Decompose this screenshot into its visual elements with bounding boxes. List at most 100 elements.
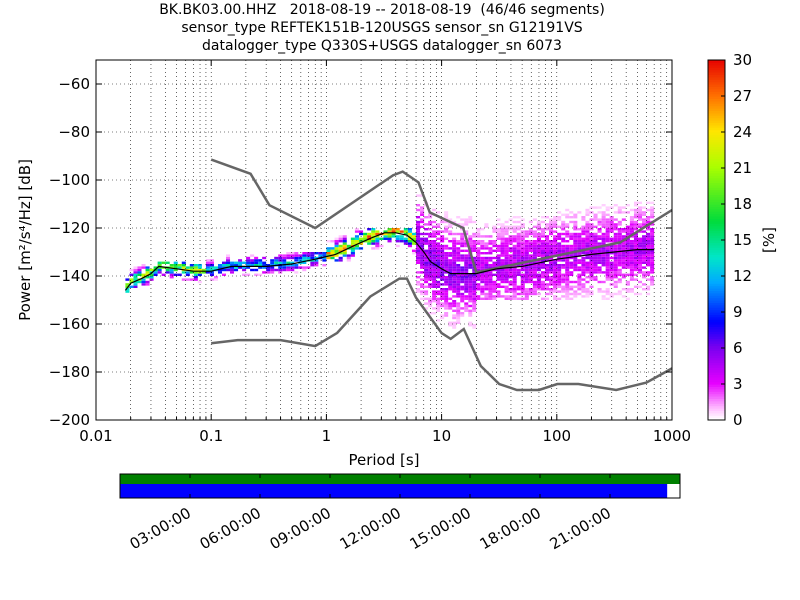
psd-density-cell (605, 273, 610, 276)
psd-density-cell (597, 223, 602, 226)
psd-density-cell (536, 244, 541, 248)
psd-density-cell (464, 268, 469, 272)
colorbar-segment (708, 271, 725, 275)
psd-density-cell (492, 297, 497, 300)
psd-density-cell (250, 268, 255, 272)
colorbar-segment (708, 129, 725, 133)
psd-density-cell (456, 295, 461, 298)
psd-density-cell (379, 237, 384, 240)
psd-density-cell (217, 264, 222, 267)
colorbar-segment (708, 396, 725, 399)
psd-density-cell (290, 252, 295, 255)
psd-density-cell (262, 261, 267, 264)
psd-density-cell (585, 240, 590, 243)
psd-density-cell (601, 237, 606, 240)
psd-density-cell (452, 314, 457, 317)
colorbar-segment (708, 81, 725, 85)
colorbar-segment (708, 405, 725, 409)
psd-density-cell (512, 285, 517, 288)
psd-density-cell (420, 242, 425, 245)
psd-density-cell (472, 307, 477, 310)
colorbar-segment (708, 302, 725, 306)
psd-density-cell (322, 252, 327, 255)
psd-density-cell (488, 264, 493, 267)
psd-density-cell (371, 230, 376, 233)
psd-density-cell (436, 254, 441, 257)
psd-density-cell (524, 232, 529, 236)
psd-density-cell (561, 290, 566, 293)
psd-density-cell (553, 218, 558, 221)
psd-density-cell (294, 271, 299, 274)
psd-density-cell (375, 235, 380, 238)
psd-density-cell (613, 264, 618, 267)
colorbar-segment (708, 223, 725, 227)
psd-density-cell (597, 228, 602, 231)
psd-density-cell (420, 256, 425, 260)
psd-density-cell (573, 266, 578, 269)
psd-density-cell (581, 237, 586, 240)
colorbar-segment (708, 352, 725, 356)
psd-density-cell (452, 302, 457, 305)
psd-density-cell (561, 249, 566, 252)
psd-density-cell (581, 285, 586, 288)
psd-density-cell (585, 271, 590, 274)
psd-density-cell (242, 261, 247, 264)
psd-density-cell (512, 256, 517, 260)
psd-density-cell (480, 278, 485, 281)
psd-density-cell (440, 252, 445, 255)
psd-density-cell (633, 225, 638, 228)
colorbar-segment (708, 292, 725, 296)
psd-density-cell (593, 268, 598, 272)
psd-density-cell (565, 268, 570, 272)
psd-density-cell (508, 297, 513, 300)
colorbar-segment (708, 112, 725, 116)
psd-density-cell (557, 283, 562, 286)
psd-density-cell (508, 235, 513, 238)
psd-density-cell (468, 266, 473, 269)
psd-density-cell (540, 271, 546, 274)
psd-density-cell (605, 230, 610, 233)
psd-density-cell (367, 228, 372, 231)
psd-density-cell (209, 278, 214, 281)
psd-density-cell (440, 268, 445, 272)
psd-density-cell (436, 230, 441, 233)
psd-density-cell (617, 254, 622, 257)
psd-density-cell (565, 295, 570, 298)
psd-density-cell (492, 225, 497, 228)
psd-density-cell (532, 266, 537, 269)
psd-density-cell (520, 225, 525, 228)
psd-density-cell (472, 326, 477, 329)
psd-density-cell (468, 321, 473, 324)
psd-density-cell (395, 244, 400, 248)
psd-density-cell (354, 242, 359, 245)
psd-density-cell (468, 285, 473, 288)
colorbar-tick-label: 6 (733, 339, 743, 357)
segment-coverage-bar (120, 484, 668, 498)
psd-density-cell (536, 273, 541, 276)
psd-density-cell (528, 228, 533, 231)
psd-density-cell (310, 254, 315, 257)
psd-density-cell (625, 273, 630, 276)
psd-density-cell (520, 268, 525, 272)
psd-density-cell (549, 276, 554, 279)
psd-density-cell (573, 240, 578, 243)
psd-density-cell (226, 254, 231, 257)
psd-density-cell (585, 252, 590, 255)
psd-density-cell (593, 261, 598, 264)
psd-density-cell (440, 254, 445, 257)
psd-density-cell (565, 235, 570, 238)
psd-density-cell (452, 295, 457, 298)
psd-density-cell (637, 254, 643, 257)
psd-density-cell (540, 273, 546, 276)
psd-density-cell (528, 249, 533, 252)
psd-density-cell (460, 288, 465, 291)
psd-density-cell (540, 249, 546, 252)
psd-density-cell (557, 242, 562, 245)
psd-density-cell (468, 283, 473, 286)
psd-density-cell (476, 235, 481, 238)
psd-density-cell (358, 242, 364, 245)
psd-density-cell (448, 304, 453, 308)
psd-density-cell (642, 266, 647, 269)
psd-density-cell (573, 256, 578, 260)
psd-density-cell (456, 249, 461, 252)
